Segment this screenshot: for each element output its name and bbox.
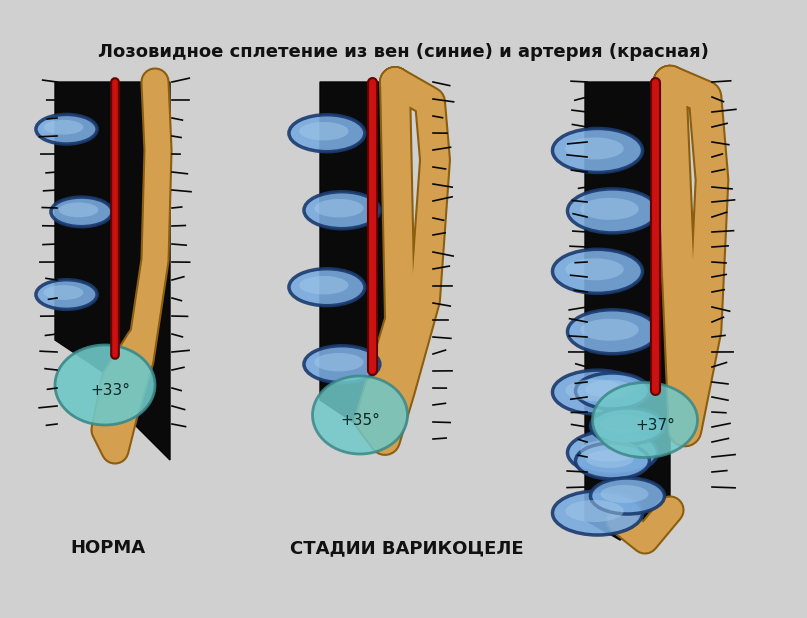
- Ellipse shape: [580, 198, 639, 220]
- Ellipse shape: [567, 431, 658, 475]
- Text: +35°: +35°: [340, 412, 380, 428]
- Ellipse shape: [591, 408, 664, 444]
- Ellipse shape: [55, 345, 155, 425]
- Ellipse shape: [289, 269, 365, 306]
- Ellipse shape: [299, 276, 349, 294]
- Ellipse shape: [314, 353, 364, 371]
- Polygon shape: [585, 82, 670, 540]
- Ellipse shape: [600, 415, 649, 433]
- Ellipse shape: [575, 373, 650, 409]
- Ellipse shape: [565, 500, 624, 522]
- Ellipse shape: [44, 120, 83, 135]
- Ellipse shape: [553, 491, 642, 535]
- Ellipse shape: [565, 258, 624, 281]
- Ellipse shape: [59, 203, 98, 218]
- Ellipse shape: [36, 280, 97, 310]
- Ellipse shape: [51, 197, 112, 227]
- Ellipse shape: [553, 370, 642, 414]
- Ellipse shape: [565, 137, 624, 159]
- Ellipse shape: [304, 345, 380, 383]
- Ellipse shape: [567, 189, 658, 233]
- Ellipse shape: [299, 122, 349, 140]
- Ellipse shape: [289, 115, 365, 151]
- Ellipse shape: [567, 310, 658, 353]
- Ellipse shape: [312, 376, 408, 454]
- Ellipse shape: [592, 383, 697, 457]
- Ellipse shape: [591, 478, 664, 514]
- Text: НОРМА: НОРМА: [70, 539, 145, 557]
- Polygon shape: [320, 82, 395, 430]
- Ellipse shape: [565, 379, 624, 401]
- Polygon shape: [55, 82, 170, 460]
- Ellipse shape: [580, 319, 639, 341]
- Text: +33°: +33°: [90, 383, 130, 397]
- Ellipse shape: [304, 192, 380, 229]
- Ellipse shape: [36, 114, 97, 144]
- Ellipse shape: [580, 439, 639, 462]
- Ellipse shape: [314, 199, 364, 218]
- Ellipse shape: [575, 443, 650, 479]
- Text: +37°: +37°: [635, 418, 675, 433]
- Text: Лозовидное сплетение из вен (синие) и артерия (красная): Лозовидное сплетение из вен (синие) и ар…: [98, 43, 709, 61]
- Ellipse shape: [600, 485, 649, 503]
- Text: СТАДИИ ВАРИКОЦЕЛЕ: СТАДИИ ВАРИКОЦЕЛЕ: [290, 539, 524, 557]
- Ellipse shape: [585, 380, 633, 398]
- Ellipse shape: [44, 285, 83, 300]
- Ellipse shape: [553, 249, 642, 294]
- Ellipse shape: [585, 450, 633, 468]
- Ellipse shape: [553, 129, 642, 172]
